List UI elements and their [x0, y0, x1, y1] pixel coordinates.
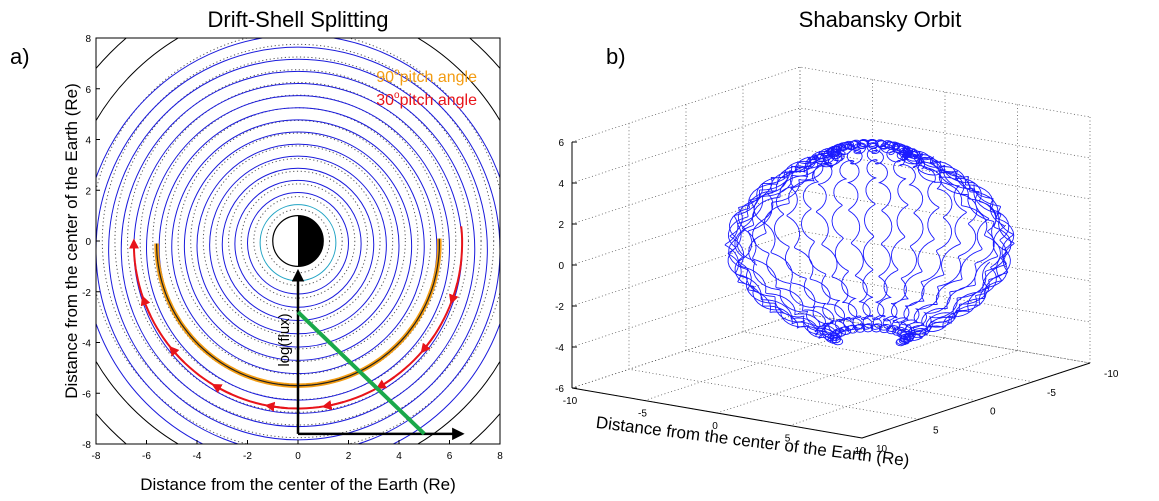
x-tick-label: 10 [854, 446, 866, 457]
panel-a: Drift-Shell Splitting a) -8 -6 -4 -2 0 2 4 6 8 -… [10, 7, 503, 494]
dotted-contour-8 [164, 107, 432, 375]
panel-a-xlabel: Distance from the center of the Earth (R… [140, 475, 456, 494]
dotted-contour-7 [177, 119, 419, 363]
grid-line [685, 350, 977, 401]
y-tick-label: -8 [82, 440, 91, 451]
z-tick-label: 0 [558, 261, 564, 272]
y-tick-labels: -8 -6 -4 -2 0 2 4 6 8 [82, 34, 100, 451]
grid-line [742, 331, 1034, 383]
orbit-trace [724, 138, 1015, 347]
x-tick-label: 8 [497, 451, 503, 462]
y-tick-label: 0 [85, 237, 91, 248]
y-tick-label: 4 [85, 136, 91, 147]
dotted-contour-3 [228, 170, 368, 312]
x-tick-label: -5 [638, 409, 647, 420]
x-tick-label: -6 [142, 451, 151, 462]
grid-line [571, 148, 1091, 225]
legend: 90opitch angle 30opitch angle [376, 67, 477, 109]
earth-night-side [298, 215, 324, 267]
panel-a-label: a) [10, 44, 30, 69]
grid-line [571, 312, 1091, 389]
dotted-contour-13 [101, 43, 495, 439]
grid-line [571, 107, 1091, 184]
x-tick-label: 2 [346, 451, 352, 462]
3d-axes-box [571, 66, 1091, 439]
flux-arrows [291, 268, 465, 441]
dotted-contour-12 [114, 56, 482, 426]
grid-line [799, 312, 1091, 364]
orbit-path [724, 138, 1015, 347]
flux-contour-12 [108, 58, 488, 441]
x-tick-labels: -8 -6 -4 -2 0 2 4 6 8 [92, 440, 503, 462]
dotted-contour-2 [240, 183, 356, 299]
z-tick-label: -6 [555, 384, 564, 395]
y-tick-label: 6 [85, 85, 91, 96]
dotted-contour-10 [139, 81, 457, 401]
drift-30-segment-8 [128, 238, 152, 317]
y-tick-label: -5 [1047, 388, 1056, 399]
y-tick-label: -4 [82, 339, 91, 350]
y-tick-label: -6 [82, 389, 91, 400]
panel-b-title: Shabansky Orbit [799, 7, 962, 32]
y-tick-label: 5 [933, 425, 939, 436]
x-tick-label: 0 [295, 451, 301, 462]
x-tick-label: 0 [712, 421, 718, 432]
legend-entry-0: 90opitch angle [376, 67, 477, 86]
grid-line [571, 66, 1091, 143]
flux-contour-13 [96, 46, 500, 444]
x-tick-label: 5 [785, 434, 791, 445]
x-tick-label: 4 [396, 451, 402, 462]
dotted-contour-11 [127, 69, 469, 413]
axis-edge-y [861, 362, 1091, 439]
z-tick-label: 4 [558, 179, 564, 190]
y-tick-label: 2 [85, 186, 91, 197]
drift-30-segment-2 [375, 335, 435, 389]
y-tick-label: -2 [82, 288, 91, 299]
x-tick-label: -2 [243, 451, 252, 462]
x-tick-label: 6 [447, 451, 453, 462]
panel-b-xlabel: Distance from the center of the Earth (R… [595, 413, 911, 470]
legend-entry-1: 30opitch angle [376, 90, 477, 109]
grid-line [716, 337, 946, 414]
flux-annotation: log(flux) [276, 313, 293, 366]
3d-tick-labels: -6 -4 -2 0 2 4 6 -10 -5 0 5 10 -10 -5 0 5 10 [555, 138, 1119, 457]
z-tick-label: -4 [555, 343, 564, 354]
earth-marker [272, 215, 324, 267]
drift-30-segment-7 [140, 295, 185, 363]
grid-line [571, 189, 1091, 266]
z-tick-label: 2 [558, 220, 564, 231]
dotted-contour-4 [215, 158, 381, 324]
y-tick-label: 8 [85, 34, 91, 45]
y-tick-label: 0 [990, 407, 996, 418]
panel-b: Shabansky Orbit b) -6 -4 -2 0 2 4 6 -10 -5 0 5 10 -1… [555, 7, 1119, 470]
x-tick-label: -4 [193, 451, 202, 462]
drift-30-segment-6 [169, 345, 232, 396]
panel-a-ylabel: Distance from the center of the Earth (R… [62, 83, 81, 399]
z-tick-label: 6 [558, 138, 564, 149]
z-tick-label: -2 [555, 302, 564, 313]
panel-a-title: Drift-Shell Splitting [208, 7, 389, 32]
x-tick-label: -8 [92, 451, 101, 462]
drift-paths [128, 226, 464, 412]
x-tick-label: -10 [563, 396, 578, 407]
panel-b-label: b) [606, 44, 626, 69]
dotted-contour-6 [190, 132, 406, 350]
y-tick-label: 10 [876, 444, 888, 455]
grid-line [789, 350, 1018, 426]
axis-edge-x [571, 387, 863, 439]
drift-90-core [156, 238, 441, 387]
flux-profile-line [296, 310, 426, 436]
y-tick-label: -10 [1104, 369, 1119, 380]
